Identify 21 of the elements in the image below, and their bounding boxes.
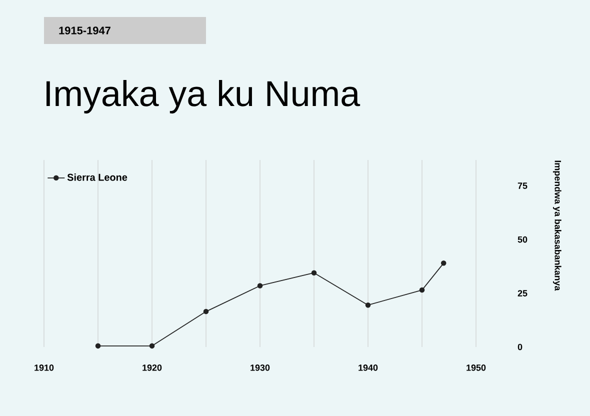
point	[95, 343, 101, 349]
point	[311, 270, 317, 276]
point	[419, 287, 425, 293]
point	[257, 283, 263, 288]
y-axis-title: Impendwa ya bakasabankanya	[552, 160, 562, 291]
point	[440, 260, 446, 266]
x-tick-label: 1950	[466, 364, 486, 371]
y-tick-label: 75	[518, 182, 528, 189]
x-tick-label: 1920	[142, 364, 162, 371]
x-tick-label: 1940	[358, 364, 378, 371]
legend-label: Sierra Leone	[67, 174, 128, 181]
x-tick-label: 1930	[250, 364, 270, 371]
point	[365, 302, 371, 308]
point	[203, 308, 209, 314]
y-tick-label: 50	[518, 236, 528, 243]
chart-title: Imyaka ya ku Numa	[46, 80, 360, 114]
y-tick-label: 0	[518, 344, 522, 350]
y-tick-label: 25	[518, 290, 528, 296]
point	[149, 343, 155, 349]
x-tick-label: 1910	[34, 364, 54, 371]
chart-subtitle: 1915-1947	[59, 26, 110, 34]
